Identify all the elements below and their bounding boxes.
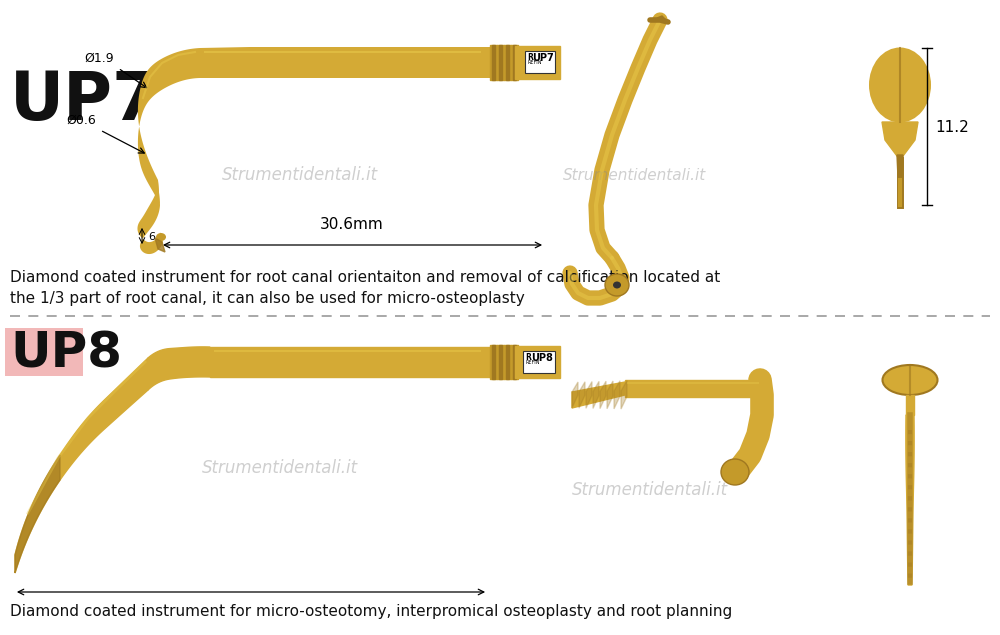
Text: the 1/3 part of root canal, it can also be used for micro-osteoplasty: the 1/3 part of root canal, it can also … bbox=[10, 291, 525, 306]
Polygon shape bbox=[511, 45, 518, 80]
Polygon shape bbox=[497, 45, 504, 80]
Ellipse shape bbox=[869, 48, 931, 123]
Polygon shape bbox=[155, 238, 165, 252]
Polygon shape bbox=[515, 46, 560, 79]
Polygon shape bbox=[148, 347, 210, 390]
Text: 11.2: 11.2 bbox=[935, 119, 969, 135]
Polygon shape bbox=[579, 382, 585, 408]
Polygon shape bbox=[492, 45, 495, 80]
Polygon shape bbox=[513, 45, 516, 80]
Polygon shape bbox=[586, 382, 592, 408]
Ellipse shape bbox=[605, 274, 629, 296]
Text: R: R bbox=[527, 53, 533, 62]
Polygon shape bbox=[906, 395, 914, 415]
Polygon shape bbox=[614, 381, 620, 409]
Polygon shape bbox=[625, 380, 760, 397]
Polygon shape bbox=[138, 48, 200, 205]
Polygon shape bbox=[15, 358, 148, 573]
Text: Diamond coated instrument for root canal orientaiton and removal of calcificatio: Diamond coated instrument for root canal… bbox=[10, 270, 720, 285]
Polygon shape bbox=[490, 45, 497, 80]
Polygon shape bbox=[506, 345, 509, 379]
Text: Ø0.6: Ø0.6 bbox=[66, 114, 96, 127]
Polygon shape bbox=[621, 380, 627, 409]
Polygon shape bbox=[497, 345, 504, 379]
Text: REFIN: REFIN bbox=[525, 360, 540, 365]
Polygon shape bbox=[492, 345, 495, 379]
Ellipse shape bbox=[721, 459, 749, 485]
Polygon shape bbox=[506, 45, 509, 80]
Polygon shape bbox=[572, 382, 625, 408]
Polygon shape bbox=[882, 122, 918, 160]
Text: 30.6mm: 30.6mm bbox=[320, 217, 384, 232]
Polygon shape bbox=[210, 347, 490, 377]
Polygon shape bbox=[504, 345, 511, 379]
Polygon shape bbox=[600, 381, 606, 408]
Polygon shape bbox=[593, 382, 599, 408]
Polygon shape bbox=[572, 382, 578, 408]
Polygon shape bbox=[513, 345, 516, 379]
Polygon shape bbox=[15, 455, 60, 573]
Text: Strumentidentali.it: Strumentidentali.it bbox=[202, 459, 358, 477]
Polygon shape bbox=[200, 47, 490, 78]
Polygon shape bbox=[499, 45, 502, 80]
Text: 6: 6 bbox=[148, 232, 155, 242]
Text: Diamond coated instrument for micro-osteotomy, interpromical osteoplasty and roo: Diamond coated instrument for micro-oste… bbox=[10, 604, 732, 619]
Polygon shape bbox=[511, 345, 518, 379]
Polygon shape bbox=[499, 345, 502, 379]
Text: R: R bbox=[525, 353, 531, 362]
Polygon shape bbox=[906, 415, 914, 585]
Polygon shape bbox=[490, 345, 497, 379]
Text: Strumentidentali.it: Strumentidentali.it bbox=[222, 166, 378, 184]
Text: UP8: UP8 bbox=[10, 330, 122, 378]
Text: UP7: UP7 bbox=[532, 53, 554, 63]
Polygon shape bbox=[504, 45, 511, 80]
Text: Ø1.9: Ø1.9 bbox=[84, 52, 114, 65]
Polygon shape bbox=[607, 381, 613, 409]
FancyBboxPatch shape bbox=[5, 328, 83, 376]
Polygon shape bbox=[897, 155, 903, 200]
Text: UP8: UP8 bbox=[531, 353, 553, 363]
Ellipse shape bbox=[613, 281, 621, 288]
Text: UP7: UP7 bbox=[10, 68, 159, 134]
Ellipse shape bbox=[156, 233, 166, 241]
Ellipse shape bbox=[883, 365, 938, 395]
Polygon shape bbox=[515, 346, 560, 378]
Bar bbox=[525, 51, 555, 73]
Polygon shape bbox=[657, 16, 667, 22]
Polygon shape bbox=[137, 180, 163, 254]
Text: Strumentidentali.it: Strumentidentali.it bbox=[572, 481, 728, 499]
Text: REFIN: REFIN bbox=[527, 60, 542, 65]
Text: Strumentidentali.it: Strumentidentali.it bbox=[563, 168, 707, 182]
Bar bbox=[523, 351, 555, 373]
